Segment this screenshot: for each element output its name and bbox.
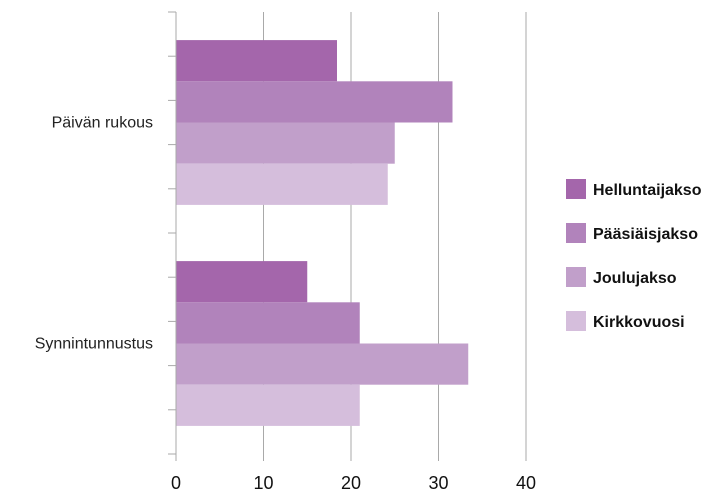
legend-label-1: Helluntaijakso <box>593 182 702 199</box>
legend-swatch-1 <box>566 179 586 199</box>
legend-swatch-2 <box>566 223 586 243</box>
bar-1-1 <box>176 40 337 82</box>
category-labels: Päivän rukous Synnintunnustus <box>35 115 153 353</box>
legend-label-3: Joulujakso <box>593 270 677 287</box>
legend-swatch-3 <box>566 267 586 287</box>
x-tick-label-10: 10 <box>253 473 273 493</box>
x-tick-label-40: 40 <box>516 473 536 493</box>
bar-1-2 <box>176 81 453 123</box>
bar-2-2 <box>176 302 360 344</box>
legend-label-4: Kirkkovuosi <box>593 314 685 331</box>
axes <box>168 11 527 461</box>
bar-2-1 <box>176 261 308 303</box>
x-tick-labels: 0 10 20 30 40 <box>171 473 536 493</box>
bar-1-3 <box>176 122 395 164</box>
legend: Helluntaijakso Pääsiäisjakso Joulujakso Kir… <box>566 179 702 331</box>
bar-2-4 <box>176 384 360 426</box>
bars <box>176 40 469 426</box>
x-tick-label-0: 0 <box>171 473 181 493</box>
x-tick-label-30: 30 <box>428 473 448 493</box>
bar-2-3 <box>176 343 469 385</box>
category-label-1: Päivän rukous <box>52 115 153 132</box>
category-label-2: Synnintunnustus <box>35 336 153 353</box>
bar-1-4 <box>176 163 388 205</box>
legend-label-2: Pääsiäisjakso <box>593 226 698 243</box>
x-tick-label-20: 20 <box>341 473 361 493</box>
legend-swatch-4 <box>566 311 586 331</box>
